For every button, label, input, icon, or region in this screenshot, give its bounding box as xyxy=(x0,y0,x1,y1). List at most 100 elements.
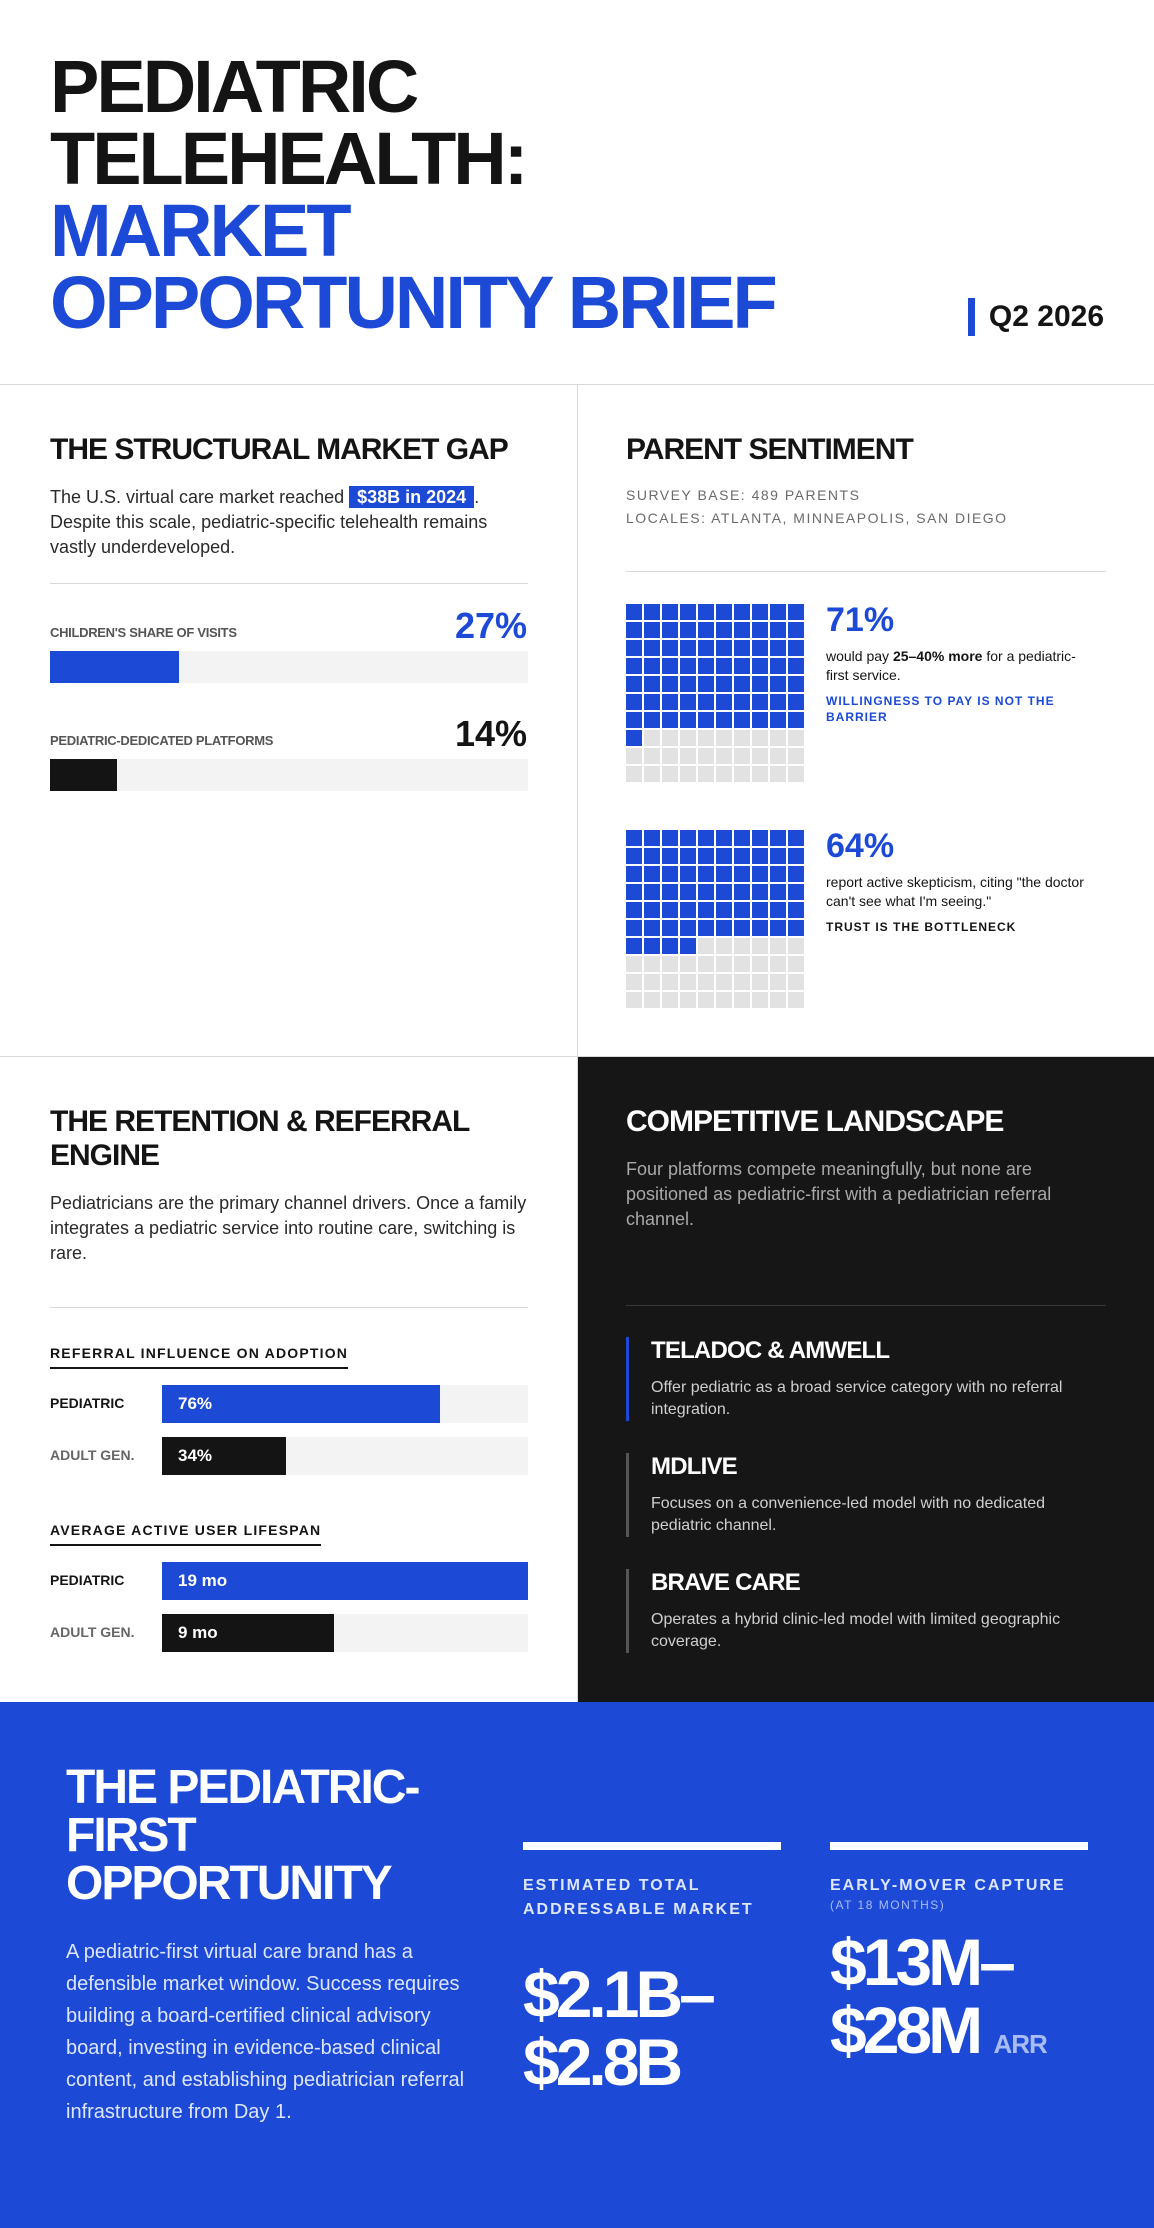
stat-text-skepticism-pre: report active skepticism, citing "the do… xyxy=(826,874,1084,909)
waffle-cell xyxy=(680,830,696,846)
waffle-chart-willingness xyxy=(626,604,804,782)
waffle-cell xyxy=(734,730,750,746)
waffle-cell xyxy=(788,830,804,846)
waffle-cell xyxy=(716,992,732,1008)
waffle-cell xyxy=(788,730,804,746)
waffle-cell xyxy=(680,920,696,936)
waffle-cell xyxy=(662,730,678,746)
waffle-cell xyxy=(680,604,696,620)
waffle-cell xyxy=(662,866,678,882)
waffle-cell xyxy=(734,676,750,692)
waffle-cell xyxy=(644,712,660,728)
waffle-cell xyxy=(716,920,732,936)
waffle-cell xyxy=(770,866,786,882)
metric-fill-dedicated-platforms xyxy=(50,759,117,791)
waffle-cell xyxy=(662,848,678,864)
waffle-cell xyxy=(644,748,660,764)
waffle-cell xyxy=(770,748,786,764)
referral-chart-heading: REFERRAL INFLUENCE ON ADOPTION xyxy=(50,1345,349,1369)
waffle-cell xyxy=(734,866,750,882)
waffle-cell xyxy=(626,604,642,620)
title-line-2: TELEHEALTH: xyxy=(50,117,528,200)
waffle-cell xyxy=(788,658,804,674)
capture-metric: EARLY-MOVER CAPTURE (AT 18 MONTHS) $13M–… xyxy=(830,1842,1088,2078)
waffle-cell xyxy=(716,938,732,954)
waffle-cell xyxy=(716,884,732,900)
waffle-cell xyxy=(626,748,642,764)
capture-unit-arr: ARR xyxy=(993,2029,1047,2059)
waffle-cell xyxy=(770,938,786,954)
waffle-cell xyxy=(626,992,642,1008)
capture-sublabel: (AT 18 MONTHS) xyxy=(830,1898,946,1912)
waffle-cell xyxy=(644,902,660,918)
sentiment-divider xyxy=(626,571,1106,572)
waffle-cell xyxy=(644,694,660,710)
waffle-cell xyxy=(734,938,750,954)
tam-label: ESTIMATED TOTAL ADDRESSABLE MARKET xyxy=(523,1877,754,1918)
waffle-cell xyxy=(734,712,750,728)
lifespan-row-label-adult: ADULT GEN. xyxy=(50,1624,135,1640)
parent-sentiment-section: PARENT SENTIMENT SURVEY BASE: 489 PARENT… xyxy=(578,385,1154,1057)
survey-base: SURVEY BASE: 489 PARENTS xyxy=(626,487,861,503)
tam-top-rule xyxy=(523,1842,781,1850)
waffle-cell xyxy=(788,604,804,620)
waffle-cell xyxy=(716,866,732,882)
waffle-cell xyxy=(716,830,732,846)
market-gap-body: The U.S. virtual care market reached $38… xyxy=(50,485,530,560)
waffle-cell xyxy=(644,640,660,656)
waffle-cell xyxy=(698,622,714,638)
waffle-cell xyxy=(716,848,732,864)
waffle-cell xyxy=(788,902,804,918)
waffle-cell xyxy=(662,992,678,1008)
opportunity-title: THE PEDIATRIC-FIRST OPPORTUNITY xyxy=(66,1761,420,1910)
waffle-cell xyxy=(752,920,768,936)
waffle-cell xyxy=(680,694,696,710)
waffle-cell xyxy=(734,622,750,638)
metric-value-dedicated-platforms: 14% xyxy=(454,713,527,754)
stat-text-willingness: would pay 25–40% more for a pediatric-fi… xyxy=(826,647,1096,685)
waffle-cell xyxy=(680,848,696,864)
waffle-cell xyxy=(680,622,696,638)
waffle-cell xyxy=(788,766,804,782)
waffle-cell xyxy=(788,938,804,954)
waffle-cell xyxy=(626,902,642,918)
competitor-desc: Offer pediatric as a broad service categ… xyxy=(651,1379,1063,1418)
waffle-cell xyxy=(698,604,714,620)
waffle-cell xyxy=(734,748,750,764)
competitive-body: Four platforms compete meaningfully, but… xyxy=(626,1159,1052,1229)
referral-row-label-adult: ADULT GEN. xyxy=(50,1447,135,1463)
waffle-cell xyxy=(788,866,804,882)
lifespan-bar-pediatric: 19 mo xyxy=(162,1562,528,1600)
waffle-cell xyxy=(716,694,732,710)
waffle-cell xyxy=(734,766,750,782)
waffle-cell xyxy=(752,830,768,846)
waffle-cell xyxy=(698,920,714,936)
waffle-cell xyxy=(662,884,678,900)
waffle-cell xyxy=(662,712,678,728)
waffle-cell xyxy=(698,974,714,990)
capture-value-line-1: $13M– xyxy=(830,1925,1016,1999)
waffle-cell xyxy=(680,992,696,1008)
stat-note-willingness: WILLINGNESS TO PAY IS NOT THE BARRIER xyxy=(826,694,1055,724)
waffle-cell xyxy=(680,712,696,728)
competitive-divider xyxy=(626,1305,1106,1306)
waffle-cell xyxy=(716,622,732,638)
waffle-cell xyxy=(644,938,660,954)
competitor-name: TELADOC & AMWELL xyxy=(651,1337,890,1364)
metric-fill-children-share xyxy=(50,651,179,683)
waffle-cell xyxy=(644,604,660,620)
market-gap-divider xyxy=(50,583,528,584)
tam-value-line-1: $2.1B– xyxy=(523,1957,716,2031)
waffle-cell xyxy=(770,830,786,846)
header: PEDIATRIC TELEHEALTH: MARKET OPPORTUNITY… xyxy=(0,0,1154,385)
quarter-tag: Q2 2026 xyxy=(967,298,1104,336)
capture-label: EARLY-MOVER CAPTURE xyxy=(830,1877,1066,1894)
waffle-cell xyxy=(752,974,768,990)
waffle-cell xyxy=(770,730,786,746)
waffle-cell xyxy=(734,848,750,864)
waffle-cell xyxy=(716,640,732,656)
retention-title-line-2: ENGINE xyxy=(50,1139,160,1172)
referral-row-label-pediatric: PEDIATRIC xyxy=(50,1395,125,1411)
waffle-cell xyxy=(716,730,732,746)
waffle-cell xyxy=(626,830,642,846)
